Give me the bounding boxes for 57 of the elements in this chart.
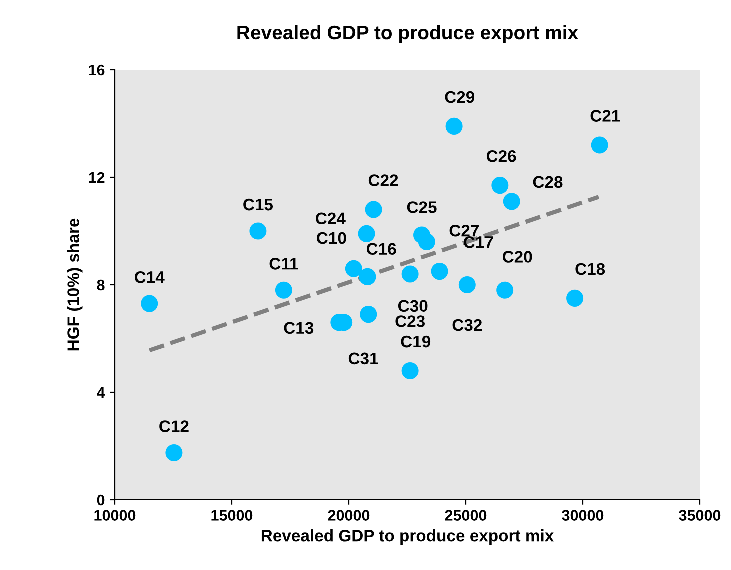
x-tick-label: 10000 [94, 510, 136, 521]
chart-title: Revealed GDP to produce export mix [238, 25, 578, 44]
annotation: C31 [348, 352, 378, 365]
point [360, 306, 378, 324]
point [492, 177, 509, 194]
x-axis-title: Revealed GDP to produce export mix [262, 530, 554, 546]
point [365, 201, 382, 218]
annotation: C28 [533, 176, 563, 188]
annotation: C15 [244, 198, 274, 211]
point [503, 193, 520, 210]
point [591, 136, 608, 154]
annotation: C12 [160, 420, 189, 432]
annotation: C19 [401, 336, 431, 348]
annotation: C23 [396, 316, 426, 328]
annotation: C13 [284, 322, 314, 334]
y-tick-label: 16 [89, 64, 105, 76]
point [446, 118, 463, 135]
annotation: C27 [450, 224, 479, 237]
annotation: C18 [576, 263, 606, 276]
y-tick-label: 8 [97, 280, 105, 291]
annotation: C21 [590, 110, 620, 122]
point [431, 263, 448, 280]
y-tick-label: 12 [89, 172, 105, 184]
annotation: C20 [502, 251, 532, 263]
point [566, 290, 584, 307]
point [458, 276, 476, 294]
point [359, 268, 376, 286]
annotation: C17 [464, 236, 494, 248]
point [496, 282, 514, 299]
point [402, 362, 419, 380]
point [345, 260, 362, 278]
annotation: C25 [407, 202, 437, 214]
y-tick-label: 0 [97, 494, 105, 506]
annotation: C32 [452, 319, 482, 332]
x-tick-label: 20000 [328, 510, 370, 521]
point [402, 266, 419, 283]
annotation: C11 [270, 258, 298, 270]
point [358, 225, 376, 242]
annotation: C14 [135, 271, 165, 284]
point [250, 222, 267, 240]
point [418, 233, 436, 251]
annotation: C22 [368, 174, 398, 186]
annotation: C10 [317, 232, 346, 244]
annotation: C29 [445, 91, 475, 104]
point [141, 295, 158, 312]
x-tick-label: 15000 [212, 510, 253, 521]
annotation: C26 [486, 150, 516, 162]
x-tick-label: 30000 [562, 510, 604, 521]
point [166, 444, 183, 462]
y-axis-title: HGF (10%) share [67, 218, 83, 351]
y-tick-label: 4 [97, 388, 106, 398]
annotation: C16 [367, 243, 396, 256]
annotation: C30 [398, 300, 428, 312]
x-tick-label: 35000 [679, 510, 721, 521]
x-tick-label: 25000 [445, 510, 487, 521]
annotation: C24 [316, 212, 346, 225]
point [275, 282, 292, 299]
